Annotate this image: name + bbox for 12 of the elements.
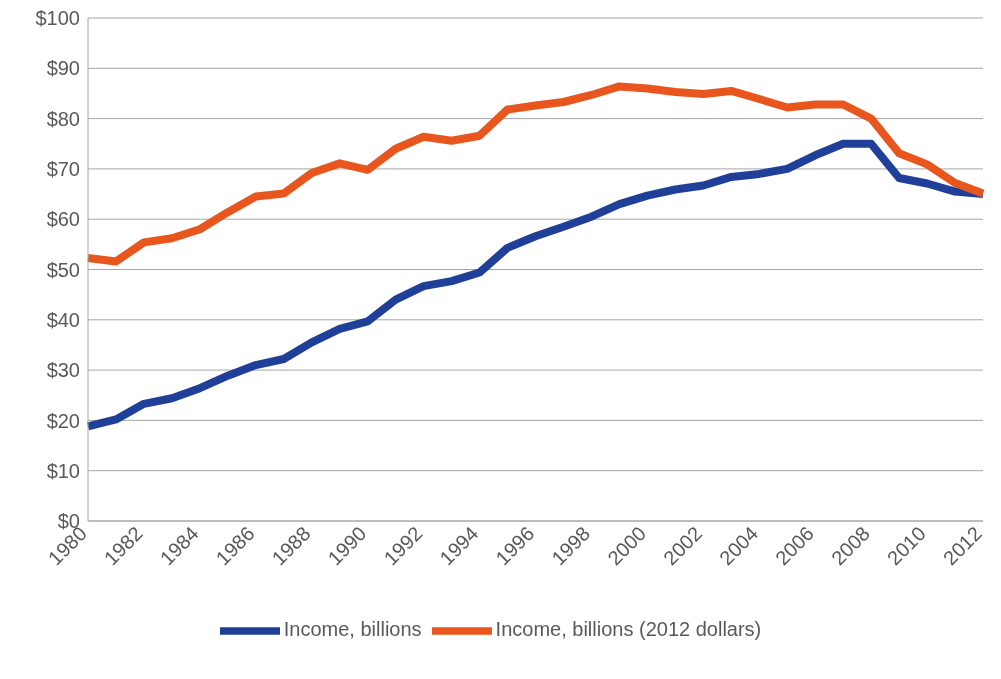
legend-label: Income, billions [283,618,422,641]
y-tick-label: $70 [46,158,80,180]
y-tick-label: $50 [46,258,80,281]
y-tick-label: $10 [46,459,80,482]
y-tick-label: $100 [35,7,80,30]
y-tick-label: $30 [46,359,80,382]
legend-label: Income, billions (2012 dollars) [495,618,762,641]
y-tick-label: $80 [46,107,80,130]
y-tick-label: $60 [46,208,80,231]
y-tick-label: $20 [46,409,80,432]
y-tick-label: $40 [46,308,80,331]
y-tick-label: $90 [46,57,80,80]
